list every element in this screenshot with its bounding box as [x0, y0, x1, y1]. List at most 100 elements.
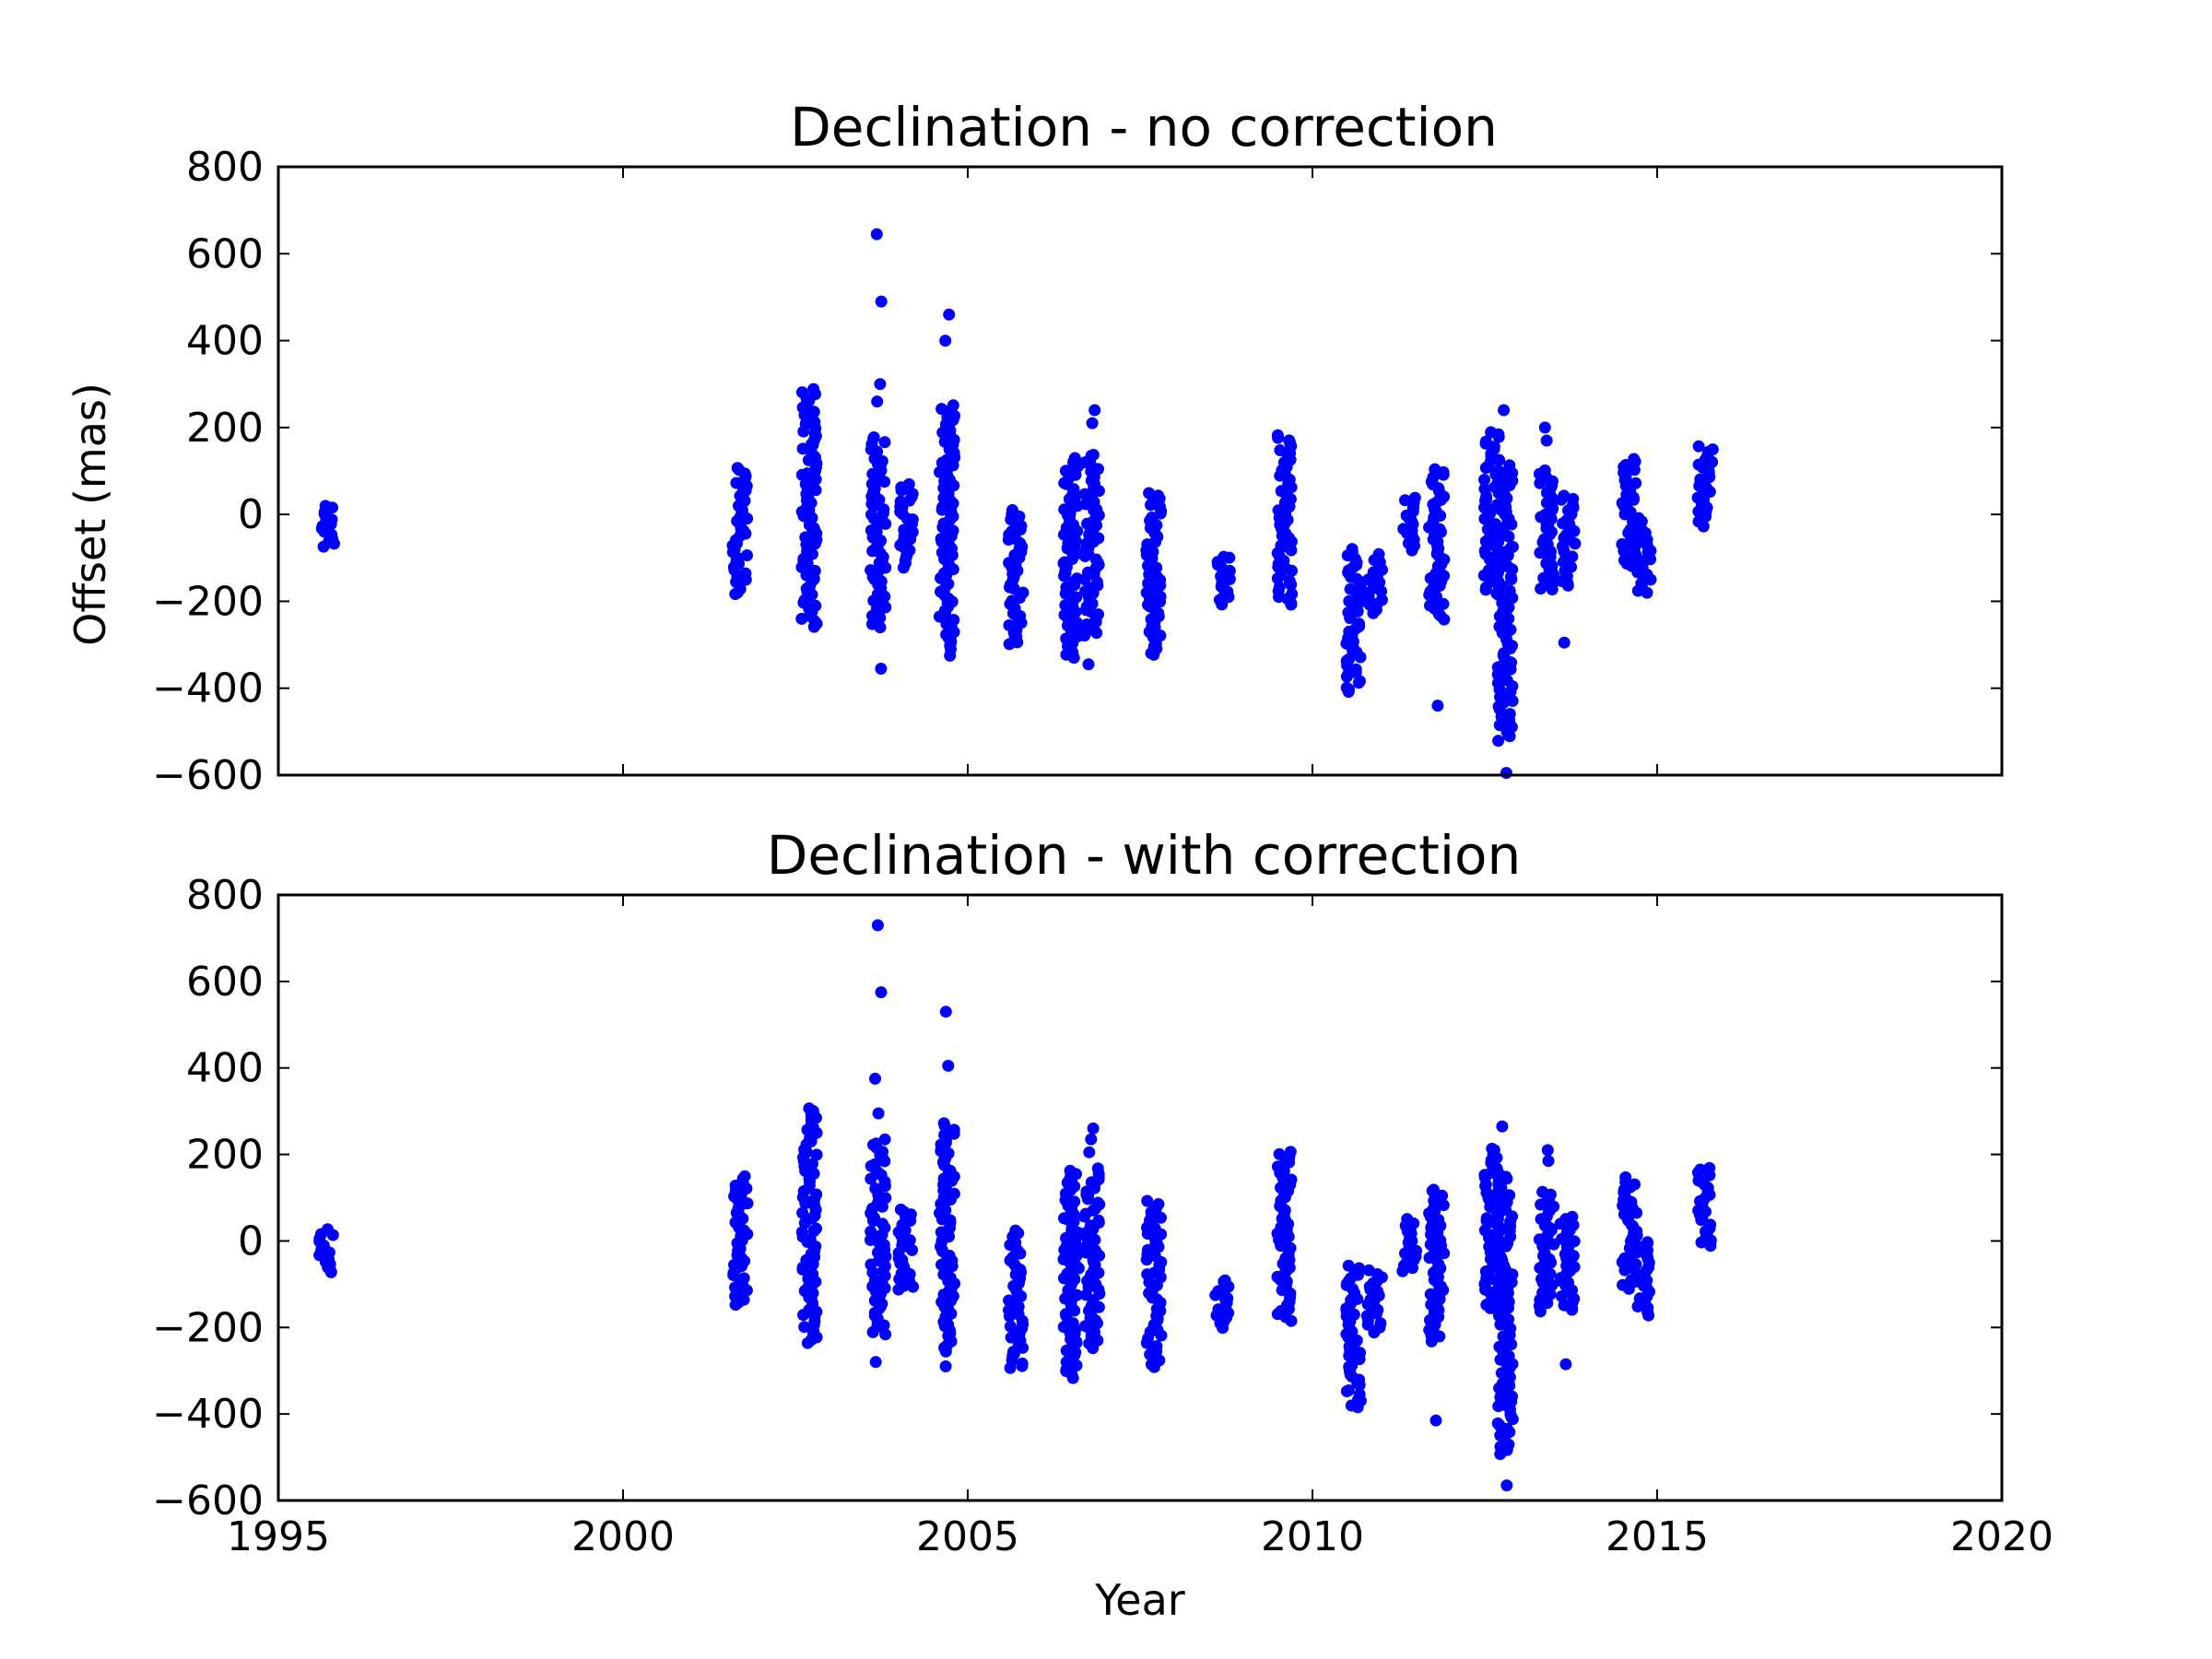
data-point — [741, 549, 753, 561]
data-point — [1017, 586, 1030, 599]
data-point — [935, 403, 948, 416]
data-point — [1273, 1147, 1286, 1160]
data-point — [1004, 1320, 1017, 1333]
data-point — [1343, 653, 1356, 665]
data-point — [1567, 492, 1580, 505]
y-tick-label: 0 — [238, 491, 264, 538]
data-point — [1630, 1258, 1642, 1271]
data-point — [1559, 1358, 1572, 1371]
data-point — [796, 1206, 809, 1219]
data-point — [894, 495, 907, 508]
data-point — [1275, 539, 1288, 552]
data-point — [869, 1356, 882, 1369]
data-point — [1619, 1171, 1632, 1183]
data-point — [865, 564, 877, 577]
data-point — [1479, 435, 1492, 448]
data-point — [1630, 1267, 1643, 1280]
data-point — [810, 1222, 822, 1235]
data-point — [1485, 426, 1498, 439]
data-point — [1360, 1310, 1373, 1323]
data-point — [1372, 547, 1385, 560]
data-point — [1343, 594, 1356, 607]
data-point — [869, 1182, 882, 1195]
data-point — [1480, 1212, 1493, 1225]
data-point — [1016, 1357, 1029, 1370]
data-point — [1478, 474, 1490, 486]
data-point — [1500, 767, 1512, 780]
data-point — [1492, 566, 1504, 579]
data-point — [944, 649, 957, 662]
data-point — [878, 436, 891, 449]
y-tick-label: 800 — [186, 144, 264, 191]
y-tick-label: 400 — [186, 1045, 264, 1092]
data-point — [1086, 417, 1099, 429]
data-point — [874, 378, 887, 391]
data-point — [1058, 1212, 1070, 1225]
data-point — [731, 462, 744, 475]
data-point — [1566, 1210, 1579, 1223]
data-point — [1221, 1292, 1234, 1305]
data-point — [1558, 636, 1571, 649]
data-point — [1068, 452, 1081, 465]
y-tick-label: 600 — [186, 959, 264, 1006]
data-point — [1492, 735, 1505, 747]
data-point — [1630, 477, 1642, 489]
panel-bottom-title: Declination - with correction — [767, 824, 1522, 887]
data-point — [1628, 453, 1641, 465]
data-point — [943, 308, 956, 321]
data-point — [1286, 588, 1299, 600]
data-point — [938, 1129, 951, 1141]
data-point — [1436, 1189, 1449, 1202]
data-point — [809, 599, 822, 612]
data-point — [942, 1059, 955, 1072]
data-point — [1401, 1213, 1414, 1226]
x-tick-label: 2005 — [916, 1513, 1019, 1560]
data-point — [1150, 1340, 1163, 1353]
data-point — [894, 1203, 907, 1216]
data-point — [1344, 582, 1357, 595]
data-point — [1397, 523, 1410, 535]
data-point — [1538, 421, 1551, 434]
data-point — [795, 386, 808, 399]
data-point — [1087, 1122, 1100, 1135]
data-point — [1353, 1388, 1366, 1401]
data-point — [798, 1321, 811, 1334]
data-point — [939, 1360, 952, 1372]
data-point — [1694, 473, 1707, 486]
data-point — [1478, 1224, 1491, 1237]
data-point — [1342, 1259, 1355, 1272]
data-point — [1374, 1317, 1387, 1330]
panel-top-frame — [276, 165, 2004, 777]
data-point — [1375, 594, 1388, 606]
data-point — [1059, 465, 1072, 477]
y-tick-label: 600 — [186, 230, 264, 277]
data-point — [1353, 1262, 1366, 1275]
data-point — [1152, 489, 1165, 502]
data-point — [1399, 494, 1411, 507]
data-point — [867, 431, 880, 443]
x-tick-label: 2000 — [571, 1513, 675, 1560]
data-point — [1492, 575, 1505, 588]
data-point — [939, 1006, 952, 1018]
data-point — [1704, 1218, 1717, 1231]
panel-bottom-frame — [276, 893, 2004, 1502]
data-point — [865, 1225, 877, 1238]
data-point — [1087, 449, 1100, 461]
data-point — [1503, 459, 1516, 472]
data-point — [1496, 1120, 1509, 1133]
data-point — [1218, 1274, 1231, 1287]
data-point — [872, 1107, 885, 1120]
data-point — [937, 1117, 950, 1130]
data-point — [1283, 575, 1296, 587]
data-point — [1284, 1241, 1297, 1254]
data-point — [1349, 663, 1362, 676]
data-point — [1506, 540, 1519, 553]
data-point — [1431, 700, 1444, 712]
data-point — [1088, 1233, 1101, 1246]
data-point — [1003, 618, 1016, 631]
data-point — [1143, 487, 1156, 500]
data-point — [1502, 1296, 1515, 1308]
data-point — [1346, 543, 1359, 556]
